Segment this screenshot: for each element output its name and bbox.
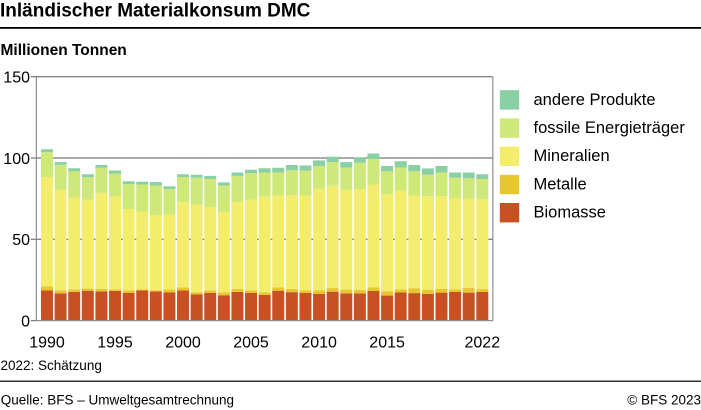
svg-text:50: 50 [12, 232, 30, 249]
svg-text:100: 100 [3, 151, 30, 168]
svg-text:1995: 1995 [97, 334, 133, 351]
svg-text:© BFS 2023: © BFS 2023 [627, 393, 701, 408]
svg-text:Quelle: BFS – Umweltgesamtrech: Quelle: BFS – Umweltgesamtrechnung [1, 393, 234, 408]
svg-text:Mineralien: Mineralien [534, 147, 610, 165]
svg-text:2000: 2000 [165, 334, 201, 351]
svg-text:Inländischer Materialkonsum DM: Inländischer Materialkonsum DMC [0, 1, 311, 22]
svg-text:Metalle: Metalle [534, 175, 587, 193]
svg-text:2022: Schätzung: 2022: Schätzung [1, 358, 102, 373]
svg-text:1990: 1990 [29, 334, 65, 351]
svg-text:Millionen Tonnen: Millionen Tonnen [1, 42, 127, 59]
svg-text:2010: 2010 [301, 334, 337, 351]
svg-text:Biomasse: Biomasse [534, 204, 606, 222]
svg-text:2005: 2005 [233, 334, 269, 351]
svg-text:fossile Energieträger: fossile Energieträger [534, 119, 686, 137]
svg-text:2015: 2015 [369, 334, 405, 351]
svg-text:150: 150 [3, 70, 30, 87]
svg-text:0: 0 [21, 314, 30, 331]
svg-text:andere Produkte: andere Produkte [534, 91, 656, 109]
svg-text:2022: 2022 [465, 334, 501, 351]
